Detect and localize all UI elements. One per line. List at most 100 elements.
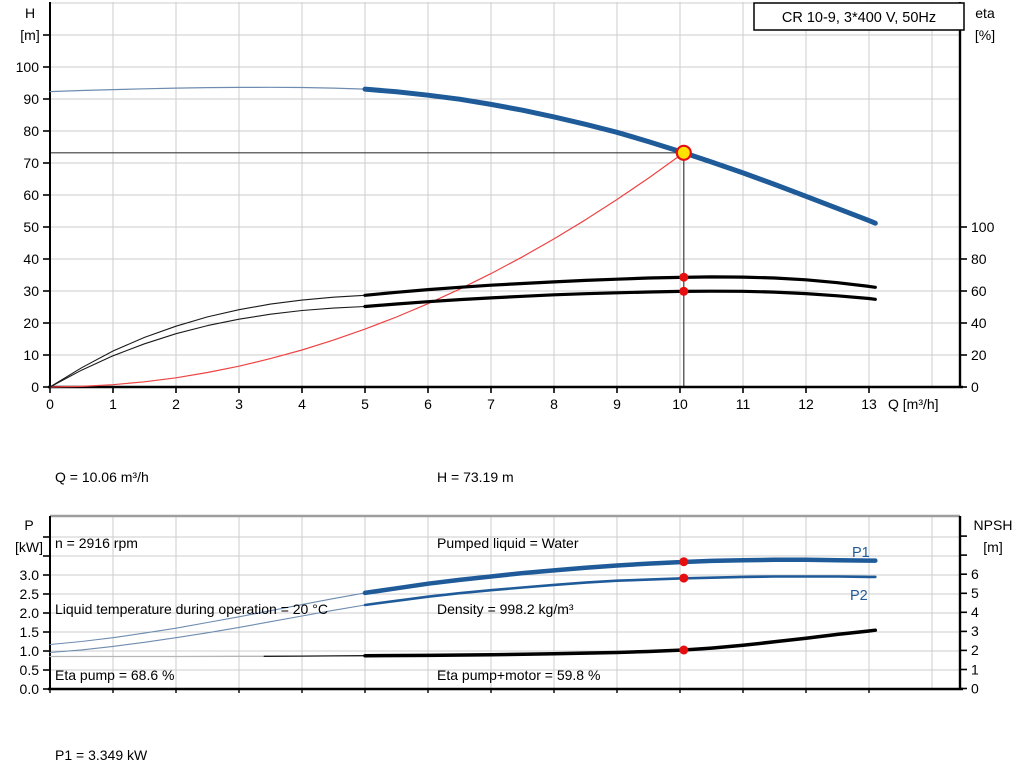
y-left-tick-label: 80 <box>23 123 39 139</box>
info-line-p1: P1 = 3.349 kW <box>55 747 148 763</box>
y-left-tick-label: 10 <box>23 347 39 363</box>
y-right-tick-label: 80 <box>971 251 987 267</box>
y-left-tick-label: 30 <box>23 283 39 299</box>
y-right-tick-label: 6 <box>971 566 979 582</box>
eta-pump-motor-curve-path <box>363 289 877 309</box>
x-tick-label: 13 <box>861 396 877 412</box>
y-left-tick-label: 0.0 <box>20 681 40 697</box>
y-left-axis-label: H <box>25 5 35 21</box>
y-right-tick-label: 100 <box>971 219 995 235</box>
x-tick-label: 0 <box>46 396 54 412</box>
y-left-tick-label: 40 <box>23 251 39 267</box>
y-right-tick-label: 0 <box>971 379 979 395</box>
y-right-tick-label: 5 <box>971 585 979 601</box>
npsh-curve-path <box>363 628 878 658</box>
series-label-p2: P2 <box>850 588 868 604</box>
y-left-tick-label: 90 <box>23 91 39 107</box>
x-tick-label: 6 <box>424 396 432 412</box>
operating-dot <box>679 573 689 583</box>
x-tick-label: 10 <box>672 396 688 412</box>
y-right-axis-label: [%] <box>975 27 995 43</box>
y-left-tick-label: 0 <box>31 379 39 395</box>
y-right-tick-label: 0 <box>971 680 979 696</box>
series-eta-pump-curve <box>49 275 877 388</box>
x-tick-label: 8 <box>550 396 558 412</box>
y-left-tick-label: 2.5 <box>20 586 40 602</box>
x-tick-label: 3 <box>235 396 243 412</box>
system-curve-path <box>49 152 685 388</box>
y-right-tick-label: 60 <box>971 283 987 299</box>
x-axis-label: Q [m³/h] <box>888 396 939 412</box>
pump-title-text: CR 10-9, 3*400 V, 50Hz <box>782 10 936 26</box>
info-line-speed: n = 2916 rpm <box>55 535 138 551</box>
y-left-tick-label: 100 <box>16 59 40 75</box>
operating-dot <box>679 286 689 296</box>
y-right-tick-label: 2 <box>971 642 979 658</box>
series-npsh-curve <box>49 628 878 658</box>
y-left-tick-label: 70 <box>23 155 39 171</box>
operating-dot <box>679 272 689 282</box>
info-line-density: Density = 998.2 kg/m³ <box>437 601 574 617</box>
y-left-tick-label: 2.0 <box>20 605 40 621</box>
p1-curve-path <box>49 592 366 646</box>
x-tick-label: 12 <box>798 396 814 412</box>
y-right-axis-label: [m] <box>983 539 1002 555</box>
info-line-q: Q = 10.06 m³/h <box>55 469 149 485</box>
hq-eta-chart-gridlines <box>50 2 960 387</box>
eta-pump-curve-path <box>363 275 877 297</box>
y-right-tick-label: 40 <box>971 315 987 331</box>
series-h-curve <box>49 86 878 226</box>
y-left-tick-label: 0.5 <box>20 662 40 678</box>
p2-curve-path <box>49 604 366 654</box>
duty-info-left: Q = 10.06 m³/h n = 2916 rpm Liquid tempe… <box>55 422 328 730</box>
hq-eta-chart: 0 1 2 3 4 5 6 7 8 9 10 11 12 13 Q [m³/h]01020304050607… <box>16 2 995 412</box>
series-p1-curve: P1 <box>49 545 878 646</box>
p1-curve-path <box>362 557 878 596</box>
power-info: P1 = 3.349 kW P2 = 2.919 kW NPSH = 2.02 … <box>55 700 153 781</box>
y-left-axis-label: P <box>24 517 33 533</box>
info-line-eta-pump: Eta pump = 68.6 % <box>55 667 175 683</box>
y-left-axis-label: [m] <box>20 27 39 43</box>
series-label-p1: P1 <box>852 545 870 561</box>
eta-pump-motor-curve-path <box>49 305 366 388</box>
operating-dot <box>679 645 689 655</box>
x-tick-label: 5 <box>361 396 369 412</box>
y-left-tick-label: 20 <box>23 315 39 331</box>
hq-eta-chart-axes: 0 1 2 3 4 5 6 7 8 9 10 11 12 13 Q [m³/h]01020304050607… <box>16 2 995 412</box>
info-line-liquid: Pumped liquid = Water <box>437 535 579 551</box>
y-left-tick-label: 1.0 <box>20 643 40 659</box>
x-tick-label: 4 <box>298 396 306 412</box>
y-right-axis-label: eta <box>975 5 995 21</box>
x-tick-label: 7 <box>487 396 495 412</box>
pump-title-box: CR 10-9, 3*400 V, 50Hz <box>753 2 965 31</box>
h-curve-path <box>362 86 878 226</box>
power-npsh-chart-gridlines <box>50 514 960 689</box>
y-right-tick-label: 4 <box>971 604 979 620</box>
operating-dot <box>679 557 689 567</box>
info-line-eta-total: Eta pump+motor = 59.8 % <box>437 667 601 683</box>
duty-info-right: H = 73.19 m Pumped liquid = Water Densit… <box>437 422 600 730</box>
eta-pump-curve-path <box>49 294 366 388</box>
y-right-tick-label: 20 <box>971 347 987 363</box>
series-system-curve <box>49 152 685 388</box>
y-left-tick-label: 3.0 <box>20 567 40 583</box>
x-tick-label: 11 <box>736 396 751 412</box>
h-curve-path <box>49 86 366 93</box>
y-left-axis-label: [kW] <box>15 539 43 555</box>
y-right-tick-label: 3 <box>971 623 979 639</box>
y-right-axis-label: NPSH <box>974 517 1013 533</box>
y-left-tick-label: 1.5 <box>20 624 40 640</box>
p2-curve-path <box>363 575 877 607</box>
duty-point[interactable] <box>675 144 692 161</box>
info-line-temperature: Liquid temperature during operation = 20… <box>55 601 328 617</box>
series-p2-curve: P2 <box>49 575 877 654</box>
y-right-tick-label: 1 <box>971 661 979 677</box>
power-npsh-chart-axes: 0.0 0.5 1.0 1.5 2.0 2.5 3.0 0 1 2 3 4 5 6 P [kW] NPSH [m] <box>15 516 1012 697</box>
x-tick-label: 9 <box>613 396 621 412</box>
pump-title-box-frame <box>753 2 965 31</box>
x-tick-label: 1 <box>109 396 117 412</box>
npsh-curve-path <box>263 655 366 657</box>
power-npsh-chart: 0.0 0.5 1.0 1.5 2.0 2.5 3.0 0 1 2 3 4 5 6 P [kW] NPSH [m]… <box>15 514 1012 697</box>
